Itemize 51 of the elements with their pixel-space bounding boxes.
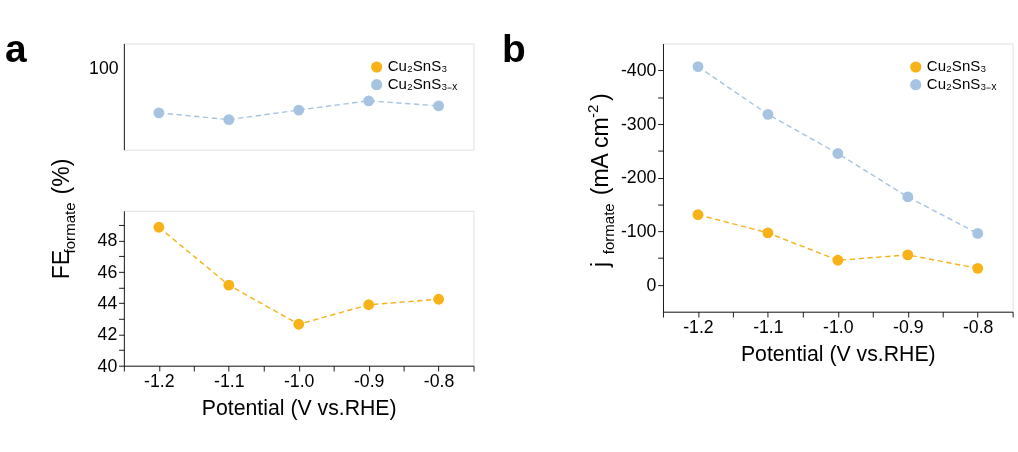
text: 100: [89, 58, 119, 79]
y-tick-label: -200: [620, 167, 657, 188]
y-tick-label: -100: [620, 221, 657, 242]
chart-title: b: [501, 27, 526, 71]
point: [902, 191, 914, 203]
point: [762, 108, 774, 120]
y-tick-label: 44: [97, 292, 118, 313]
legend-label: Cu₂SnS₃₋ₓ: [926, 75, 997, 93]
x-axis-title: Potential (V vs.RHE): [740, 341, 936, 366]
x-tick-label: -1.0: [283, 371, 315, 392]
point: [153, 107, 165, 119]
x-tick-label: -1.2: [683, 317, 714, 338]
y-tick-label: -400: [620, 60, 657, 81]
x-tick-label: -0.8: [962, 317, 994, 338]
y-tick-label: 42: [97, 324, 118, 345]
point: [363, 299, 375, 311]
point: [153, 221, 165, 233]
point: [433, 293, 445, 305]
y-tick-label: 0: [646, 274, 657, 295]
x-tick-label: -1.1: [753, 317, 784, 338]
legend-label: Cu₂SnS₃₋ₓ: [387, 75, 458, 93]
legend-label: Cu₂SnS₃: [387, 57, 448, 75]
point: [223, 279, 235, 291]
point: [293, 104, 305, 116]
chart-title: a: [4, 27, 27, 71]
legend-label: Cu₂SnS₃: [926, 57, 987, 75]
point: [832, 254, 844, 266]
x-tick-label: -0.9: [892, 317, 924, 338]
x-tick-label: -1.1: [214, 371, 245, 392]
y-tick-label: -300: [620, 113, 657, 134]
point: [832, 148, 844, 159]
x-tick-label: -1.0: [823, 317, 854, 338]
y-axis-title: jformate(mA cm-2): [584, 93, 618, 269]
point: [692, 209, 704, 221]
x-axis-title: Potential (V vs.RHE): [201, 395, 397, 420]
point: [762, 227, 774, 239]
x-tick-label: -0.9: [353, 371, 385, 392]
point: [223, 114, 235, 126]
y-tick-label: 48: [97, 230, 118, 251]
y-tick-label: 40: [97, 355, 118, 376]
point: [293, 318, 305, 330]
y-axis-title: FEformate(%): [48, 158, 79, 280]
point: [972, 228, 984, 239]
point: [433, 100, 445, 112]
x-tick-label: -1.2: [144, 371, 175, 392]
point: [972, 262, 984, 274]
point: [692, 61, 704, 73]
x-tick-label: -0.8: [423, 371, 455, 392]
y-tick-label: 46: [97, 261, 118, 282]
point: [363, 95, 375, 107]
point: [902, 249, 914, 261]
